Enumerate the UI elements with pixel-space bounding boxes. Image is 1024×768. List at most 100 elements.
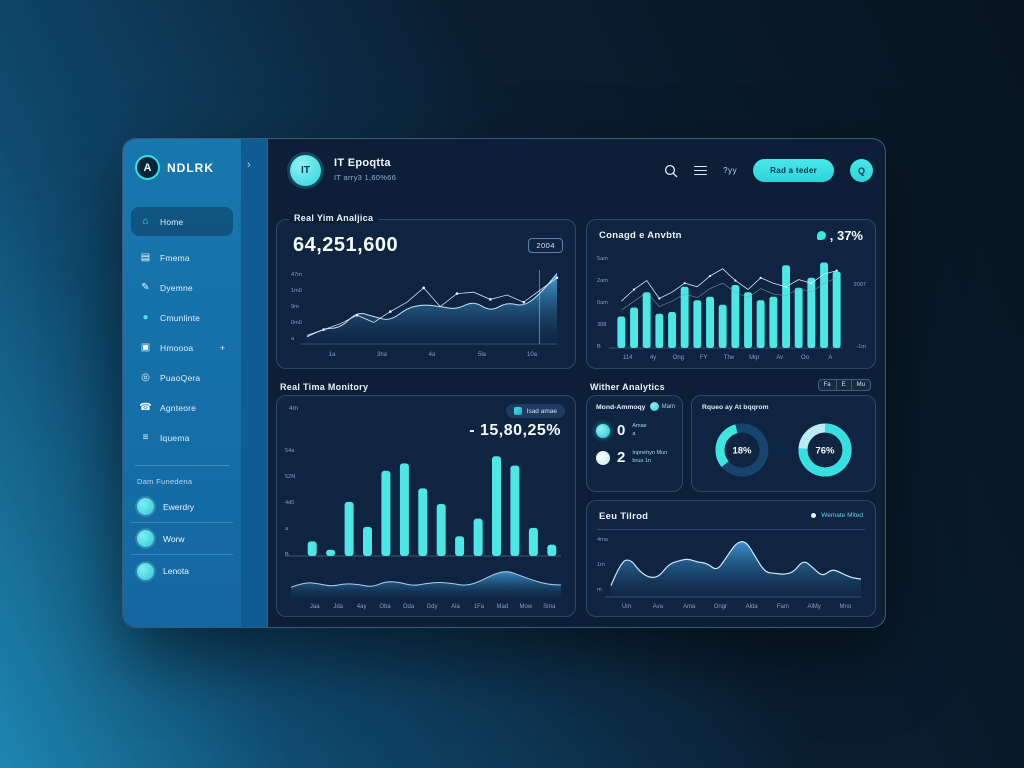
header-circle-button[interactable]: Q — [850, 159, 873, 182]
axis-label: a — [285, 526, 289, 532]
donut-arc — [798, 423, 852, 477]
bar — [744, 292, 752, 348]
list-icon: ≡ — [142, 432, 149, 443]
year-badge[interactable]: 2004 — [528, 238, 563, 253]
sidebar-person-item[interactable]: Worw — [131, 523, 233, 555]
sidebar-item-label: Home — [160, 216, 184, 227]
axis-label: -1m — [856, 344, 866, 350]
bar — [718, 304, 727, 348]
axis-label: 2am — [597, 278, 608, 284]
header: IT IT Epoqtta IT arry3 1,60%66 ?yy Rad a… — [282, 151, 873, 199]
sidebar: A NDLRK ⌂ Home ▤ Fmema ✎ Dyemne ● Cmunlinte ▣ Hmo… — [123, 139, 241, 627]
axis-label: Fam — [777, 604, 789, 610]
tined-legend-label: Wemate Mited — [821, 512, 863, 519]
filter-button-e[interactable]: E — [836, 380, 852, 390]
bar — [693, 300, 702, 348]
bar — [668, 312, 676, 348]
axis-label: 1a — [329, 352, 336, 358]
sidebar-item-label: Dyemne — [160, 282, 193, 293]
line-marker — [522, 300, 525, 304]
mond-card-title: Mond-Ammoqy — [596, 404, 646, 411]
toggle-dot-icon — [649, 402, 659, 411]
tined-area-chart: Um Ava Ama Ongr Alda Fam AlMy Mno 4ma 1m m — [593, 529, 869, 611]
user-avatar[interactable]: IT — [290, 155, 321, 186]
axis-label: 0am — [597, 300, 608, 306]
realtime-analytics-card: Real Yim Analjica 64,251,600 2004 1a 3ha 4… — [276, 213, 576, 369]
line-marker — [683, 282, 686, 285]
main-content: IT IT Epoqtta IT arry3 1,60%66 ?yy Rad a… — [268, 139, 885, 627]
search-icon[interactable] — [664, 164, 678, 178]
axis-label: 2007 — [854, 282, 866, 288]
axis-label: Oo — [801, 355, 810, 361]
monitory-combo-chart: 54a 52N 4d0 a B Jaa Jda 4ay Oba Oda Gdy Ala 1Fa Mad Mo… — [281, 440, 571, 612]
axis-label: Mno — [840, 604, 852, 610]
sidebar-person-item[interactable]: Lenota — [131, 555, 233, 587]
monitory-axis-top-label: 4m — [289, 405, 299, 412]
monitory-legend[interactable]: Isad amae — [505, 404, 565, 418]
dashboard-window: A NDLRK ⌂ Home ▤ Fmema ✎ Dyemne ● Cmunlinte ▣ Hmo… — [122, 138, 886, 628]
conagd-analytics-card: Conagd e Anvbtn , 37% 114 4y Ong FY The Mqr Av… — [586, 219, 876, 369]
sidebar-person-item[interactable]: Ewerdry — [131, 491, 233, 523]
sidebar-item-fmema[interactable]: ▤ Fmema — [131, 244, 233, 271]
brand-name: NDLRK — [167, 160, 214, 175]
line-marker — [759, 276, 762, 279]
tined-card-title: Eeu Tilrod — [599, 511, 649, 522]
axis-label: 18% — [732, 446, 752, 457]
primary-action-button[interactable]: Rad a teder — [753, 159, 834, 182]
axis-label: Ala — [451, 604, 460, 610]
area-stroke — [610, 541, 862, 586]
axis-label: 52N — [285, 474, 295, 480]
realtime-monitory-card: 4m Isad amae - 15,80,25% 54a 52N 4d0 a B Jaa J… — [276, 395, 576, 617]
divider — [597, 529, 865, 530]
person-name: Lenota — [163, 566, 189, 576]
sidebar-menu: ⌂ Home ▤ Fmema ✎ Dyemne ● Cmunlinte ▣ Hmoooa + ◎ Pua… — [131, 207, 233, 454]
axis-label: Ama — [683, 604, 696, 610]
area-path — [307, 273, 557, 344]
sidebar-item-label: Agnteore — [160, 402, 197, 413]
stat-label-line2: a — [632, 430, 636, 437]
legend-swatch-icon — [513, 407, 522, 415]
line-marker — [658, 297, 661, 300]
sidebar-collapse-icon[interactable]: › — [247, 159, 251, 171]
menu-icon[interactable] — [694, 163, 708, 178]
toggle-label: Mam — [661, 403, 675, 410]
stat-labels: Amae a — [632, 423, 646, 437]
sidebar-item-iquema[interactable]: ≡ Iquema — [131, 424, 233, 451]
sidebar-item-label: Hmoooa — [160, 342, 194, 353]
tined-area-chart-svg: Um Ava Ama Ongr Alda Fam AlMy Mno 4ma 1m m — [597, 537, 862, 610]
sidebar-item-hmoooa[interactable]: ▣ Hmoooa + — [131, 334, 233, 361]
donut-svg: 18% — [715, 423, 769, 477]
bar — [630, 307, 638, 348]
axis-label: 4y — [650, 355, 656, 361]
area-stroke — [290, 571, 562, 588]
donut-chart-0: 18% — [710, 418, 774, 487]
axis-label: Gdy — [426, 604, 437, 610]
conagd-card-title: Conagd e Anvbtn — [599, 230, 682, 241]
axis-label: 5am — [597, 256, 608, 262]
axis-label: Ava — [653, 604, 664, 610]
axis-label: 114 — [623, 355, 633, 361]
monitor-icon: ▣ — [140, 342, 151, 353]
bar — [642, 292, 651, 348]
filter-button-fa[interactable]: Fa — [818, 380, 837, 390]
line-marker — [555, 276, 559, 280]
axis-label: 4ma — [597, 537, 609, 543]
stat-labels: Inpnehyn Mun brua 1n — [632, 450, 667, 464]
donut-charts: 18% 76% — [700, 418, 867, 487]
sidebar-item-home[interactable]: ⌂ Home — [131, 207, 233, 236]
sidebar-item-puaoqera[interactable]: ◎ PuaoQera — [131, 364, 233, 391]
expand-icon[interactable]: + — [219, 342, 225, 353]
sidebar-item-cmunlinte[interactable]: ● Cmunlinte — [131, 304, 233, 331]
filter-button-mu[interactable]: Mu — [851, 380, 870, 390]
mond-toggle[interactable]: Mam — [649, 402, 675, 411]
axis-label: 5la — [478, 352, 487, 358]
conagd-bar-chart-svg: 114 4y Ong FY The Mqr Av Oo A 5am 2am 0am 308 B 2007 -1… — [597, 256, 866, 361]
axis-label: a — [291, 336, 295, 342]
axis-label: 4d0 — [285, 500, 294, 506]
bar — [617, 316, 626, 348]
sidebar-item-agnteore[interactable]: ☎ Agnteore — [131, 394, 233, 421]
sidebar-item-dyemne[interactable]: ✎ Dyemne — [131, 274, 233, 301]
realtime-total-value: 64,251,600 — [293, 234, 399, 256]
pen-icon: ✎ — [141, 282, 150, 293]
folder-icon: ▤ — [140, 252, 151, 263]
